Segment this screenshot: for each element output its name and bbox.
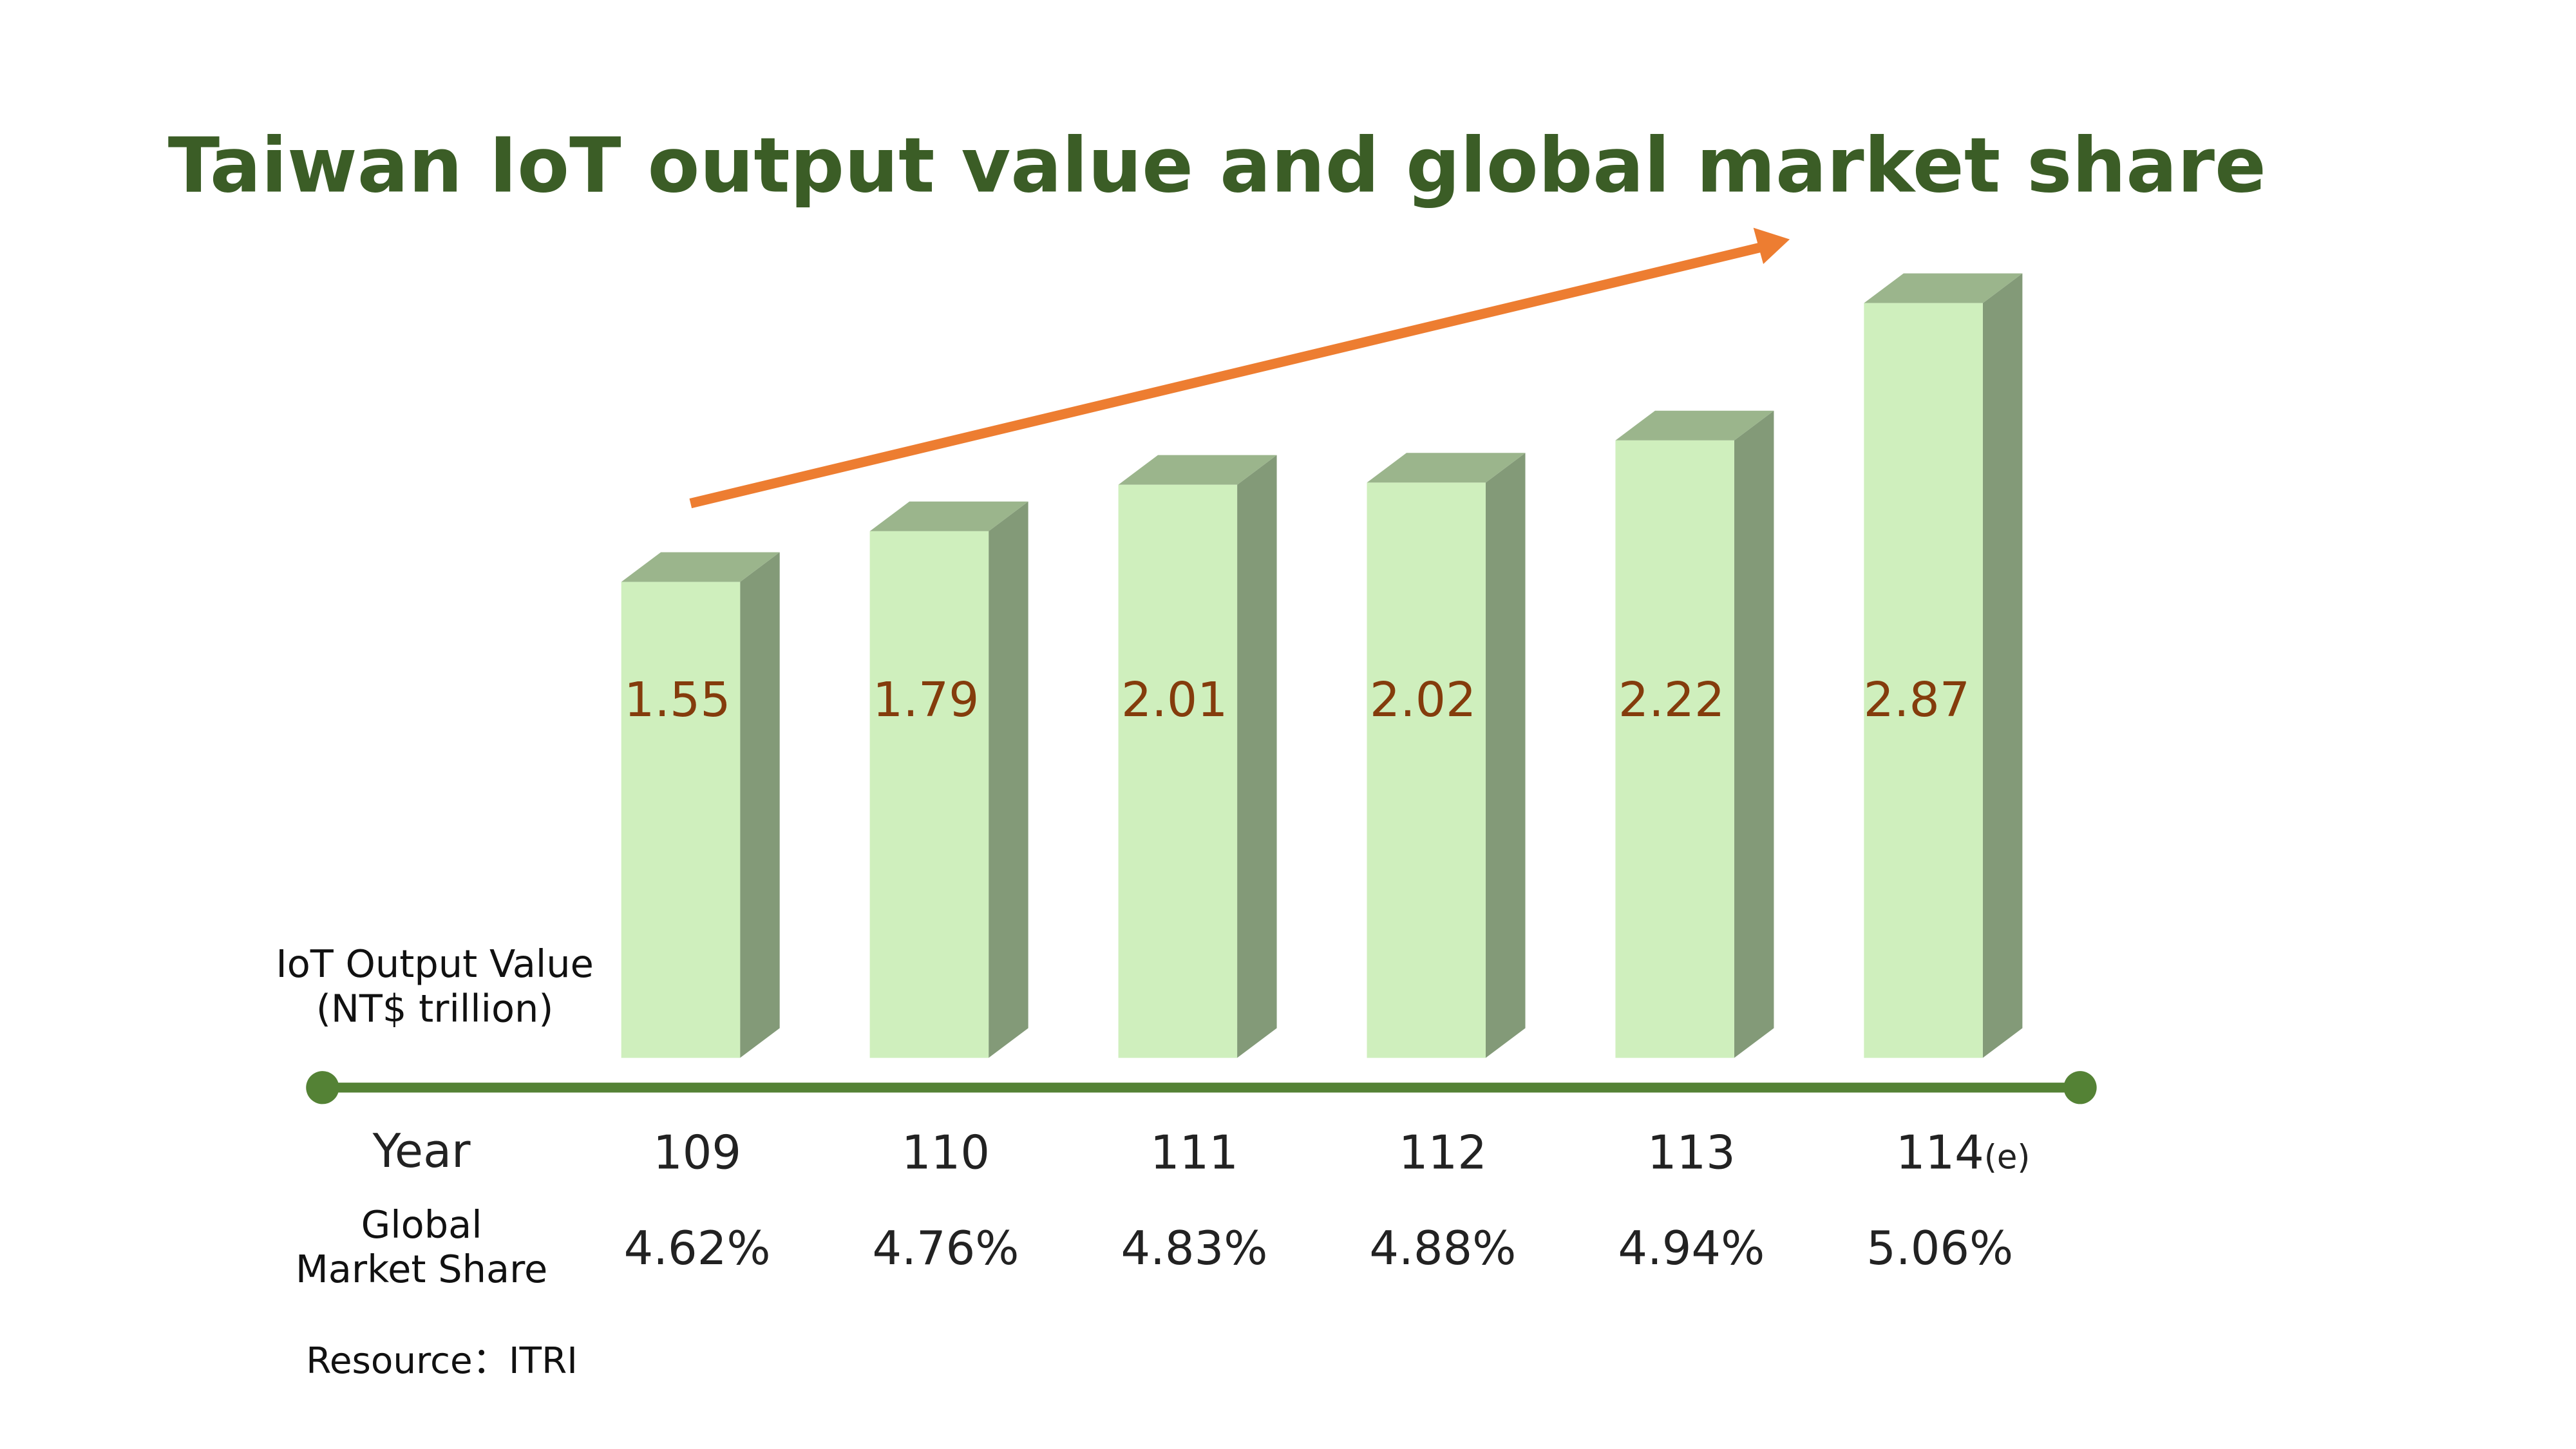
bars: 1.55 1.79 2.01 2.02 2.22 2.87	[621, 273, 2023, 1058]
x-tick-label: 112	[1399, 1125, 1487, 1179]
bar-top	[869, 501, 1028, 531]
bar-112: 2.02	[1367, 453, 1526, 1058]
bar-side	[740, 552, 780, 1058]
x-tick-label: 113	[1647, 1125, 1736, 1179]
bar-front	[1367, 482, 1486, 1058]
x-tick-labels: 109 110 111 112 113 114(e)	[653, 1125, 2030, 1179]
x-tick-label: 110	[902, 1125, 990, 1179]
bar-side	[989, 501, 1028, 1058]
bar-front	[621, 582, 741, 1058]
x-tick-label: 111	[1150, 1125, 1238, 1179]
x-axis-start-dot	[306, 1071, 339, 1104]
data-label: 2.87	[1864, 672, 1970, 728]
market-share-value: 4.88%	[1369, 1221, 1516, 1275]
bar-111: 2.01	[1118, 455, 1277, 1058]
bar-110: 1.79	[869, 501, 1028, 1058]
x-axis-title: Year	[372, 1124, 471, 1178]
market-share-value: 4.94%	[1618, 1221, 1765, 1275]
bar-side	[1982, 273, 2023, 1058]
bar-top	[621, 552, 780, 582]
bar-top	[1367, 453, 1526, 483]
bar-side	[1734, 410, 1774, 1058]
bar-109: 1.55	[621, 552, 780, 1058]
market-share-value: 4.76%	[873, 1221, 1019, 1275]
market-share-label-line1: Global	[361, 1202, 482, 1247]
market-share-label-line2: Market Share	[296, 1247, 547, 1291]
x-tick-label: 109	[653, 1125, 741, 1179]
trend-arrow-head	[1753, 227, 1790, 265]
x-axis-end-dot	[2063, 1071, 2097, 1104]
data-label: 1.79	[873, 672, 979, 728]
estimate-suffix: (e)	[1984, 1138, 2031, 1177]
source-note: Resource：ITRI	[306, 1340, 578, 1382]
bar-front	[1615, 440, 1734, 1058]
market-share-values: 4.62% 4.76% 4.83% 4.88% 4.94% 5.06%	[624, 1221, 2014, 1275]
x-axis	[306, 1071, 2097, 1104]
bar-front	[1864, 303, 1983, 1058]
data-label: 2.01	[1121, 672, 1227, 728]
market-share-value: 4.83%	[1121, 1221, 1267, 1275]
bar-top	[1615, 410, 1774, 440]
x-tick-label: 114(e)	[1896, 1125, 2030, 1179]
bar-side	[1486, 453, 1526, 1058]
y-axis-label-line1: IoT Output Value	[276, 942, 594, 986]
y-axis-label-line2: (NT$ trillion)	[316, 986, 554, 1030]
bar-113: 2.22	[1615, 410, 1774, 1058]
bar-side	[1237, 455, 1277, 1058]
bar-front	[869, 531, 989, 1058]
data-label: 1.55	[624, 672, 730, 728]
trend-arrow	[689, 227, 1790, 509]
bar-front	[1118, 484, 1238, 1058]
market-share-value: 4.62%	[624, 1221, 771, 1275]
bar-top	[1864, 273, 2023, 303]
chart-title: Taiwan IoT output value and global marke…	[168, 121, 2266, 209]
bar-114: 2.87	[1864, 273, 2023, 1058]
data-label: 2.02	[1370, 672, 1476, 728]
market-share-value: 5.06%	[1866, 1221, 2013, 1275]
trend-arrow-line	[689, 242, 1761, 509]
data-label: 2.22	[1618, 672, 1725, 728]
bar-top	[1118, 455, 1277, 485]
